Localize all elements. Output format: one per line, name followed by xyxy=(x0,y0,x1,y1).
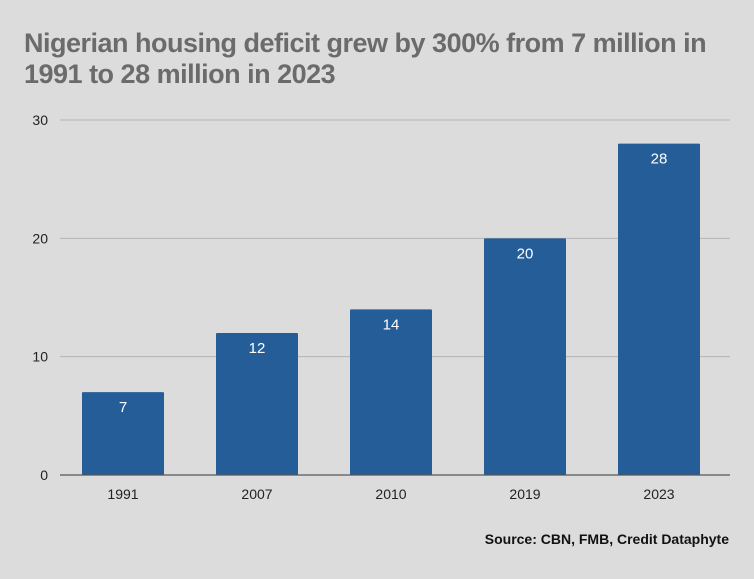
y-tick-label: 0 xyxy=(40,467,48,483)
x-tick-label: 1991 xyxy=(107,486,138,502)
y-tick-label: 20 xyxy=(32,230,48,246)
chart-title: Nigerian housing deficit grew by 300% fr… xyxy=(24,28,707,89)
bar xyxy=(216,333,298,475)
y-tick-label: 30 xyxy=(32,112,48,128)
y-tick-label: 10 xyxy=(32,349,48,365)
x-tick-label: 2007 xyxy=(241,486,272,502)
x-tick-label: 2010 xyxy=(375,486,406,502)
bar xyxy=(484,238,566,475)
bar xyxy=(82,392,164,475)
bar xyxy=(350,309,432,475)
data-label: 28 xyxy=(651,151,668,168)
chart-source: Source: CBN, FMB, Credit Dataphyte xyxy=(484,531,729,547)
data-label: 20 xyxy=(517,245,534,262)
x-tick-label: 2023 xyxy=(643,486,674,502)
bar xyxy=(618,143,700,475)
x-tick-label: 2019 xyxy=(509,486,540,502)
data-label: 14 xyxy=(383,316,400,333)
data-label: 12 xyxy=(249,340,266,357)
data-label: 7 xyxy=(119,399,127,416)
